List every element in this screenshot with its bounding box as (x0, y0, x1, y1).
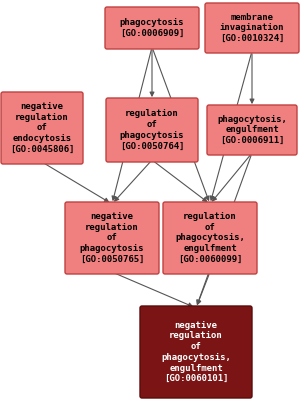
Text: negative
regulation
of
phagocytosis,
engulfment
[GO:0060101]: negative regulation of phagocytosis, eng… (161, 321, 231, 383)
Text: phagocytosis
[GO:0006909]: phagocytosis [GO:0006909] (120, 18, 184, 38)
Text: membrane
invagination
[GO:0010324]: membrane invagination [GO:0010324] (220, 13, 284, 43)
FancyBboxPatch shape (207, 105, 297, 155)
FancyBboxPatch shape (65, 202, 159, 274)
Text: regulation
of
phagocytosis
[GO:0050764]: regulation of phagocytosis [GO:0050764] (120, 109, 184, 151)
FancyBboxPatch shape (163, 202, 257, 274)
FancyBboxPatch shape (140, 306, 252, 398)
FancyBboxPatch shape (105, 7, 199, 49)
FancyBboxPatch shape (1, 92, 83, 164)
Text: regulation
of
phagocytosis,
engulfment
[GO:0060099]: regulation of phagocytosis, engulfment [… (175, 212, 245, 264)
Text: phagocytosis,
engulfment
[GO:0006911]: phagocytosis, engulfment [GO:0006911] (217, 115, 287, 145)
Text: negative
regulation
of
phagocytosis
[GO:0050765]: negative regulation of phagocytosis [GO:… (80, 212, 144, 264)
FancyBboxPatch shape (205, 3, 299, 53)
Text: negative
regulation
of
endocytosis
[GO:0045806]: negative regulation of endocytosis [GO:0… (10, 102, 74, 154)
FancyBboxPatch shape (106, 98, 198, 162)
